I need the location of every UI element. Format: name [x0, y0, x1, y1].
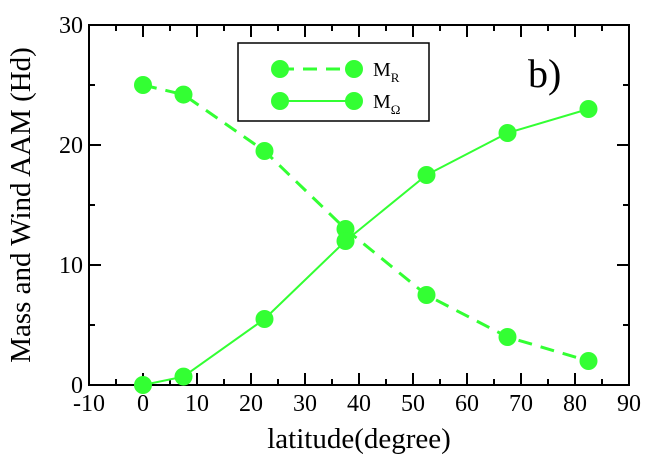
legend-box: [237, 42, 430, 122]
legend-label-mr-main: M: [373, 59, 391, 81]
data-point: [134, 76, 152, 94]
x-tick-label: 20: [239, 391, 263, 417]
series-1: [134, 100, 598, 394]
legend-label-momega-sub: Ω: [391, 102, 401, 117]
legend-label-mr-sub: R: [391, 70, 400, 85]
data-point: [336, 232, 355, 250]
panel-label: b): [528, 51, 561, 96]
data-point: [174, 367, 193, 386]
x-tick-label: -10: [73, 391, 105, 417]
x-tick-label: 0: [137, 391, 149, 417]
y-tick-label: 20: [59, 133, 83, 159]
data-point: [579, 352, 598, 370]
x-tick-label: 80: [563, 391, 587, 417]
legend-label-momega: MΩ: [373, 91, 400, 117]
x-tick-label: 30: [293, 391, 317, 417]
series-layer: [134, 76, 598, 394]
data-point: [417, 286, 436, 304]
legend: MR MΩ: [237, 42, 430, 122]
y-axis-title: Mass and Wind AAM (Hd): [5, 47, 37, 363]
x-tick-label: 40: [347, 391, 371, 417]
y-tick-label: 0: [71, 373, 83, 399]
data-point: [134, 376, 152, 394]
legend-marker-momega-right: [345, 92, 363, 110]
legend-label-mr: MR: [373, 59, 400, 85]
legend-marker-mr-left: [271, 60, 289, 78]
x-tick-label: 10: [185, 391, 209, 417]
x-tick-label: 50: [401, 391, 425, 417]
legend-marker-mr-right: [345, 60, 363, 78]
data-point: [579, 100, 598, 118]
data-point: [498, 328, 517, 346]
data-point: [255, 142, 274, 160]
y-tick-label: 10: [59, 253, 83, 279]
legend-entry-momega: MΩ: [271, 91, 400, 117]
data-point: [174, 85, 193, 104]
x-tick-label: 70: [509, 391, 533, 417]
x-tick-label: 90: [617, 391, 641, 417]
x-axis-title: latitude(degree): [267, 423, 451, 455]
data-point: [417, 166, 436, 184]
y-tick-label: 30: [59, 13, 83, 39]
series-0: [134, 76, 598, 370]
x-tick-label: 60: [455, 391, 479, 417]
data-point: [255, 310, 274, 328]
series-line: [142, 83, 589, 363]
legend-entry-mr: MR: [271, 59, 400, 85]
data-point: [498, 124, 517, 142]
legend-marker-momega-left: [271, 92, 289, 110]
legend-label-momega-main: M: [373, 91, 391, 113]
